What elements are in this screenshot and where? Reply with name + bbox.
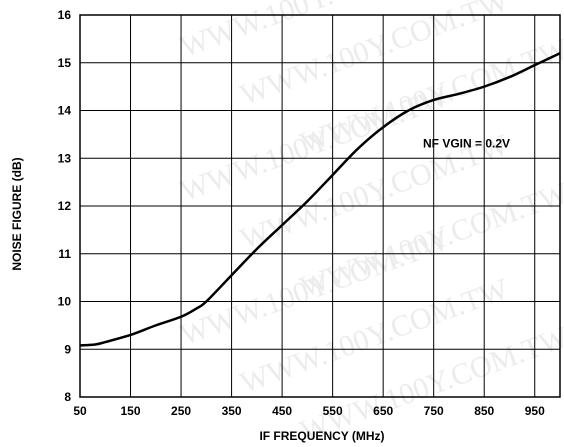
x-tick-label: 250 <box>171 404 191 418</box>
watermark-layer: WWW.100Y.COM.TWWWW.100Y.COM.TWWWW.100Y.C… <box>176 0 564 447</box>
y-tick-label: 14 <box>58 104 72 118</box>
series-annotation: NF VGIN = 0.2V <box>423 136 510 150</box>
y-tick-label: 9 <box>64 342 71 356</box>
grid-lines <box>80 15 560 397</box>
y-tick-label: 16 <box>58 8 72 22</box>
x-tick-label: 150 <box>121 404 141 418</box>
x-tick-labels: 50 150 250 350 450 550 650 750 850 950 <box>73 404 545 418</box>
y-tick-label: 15 <box>58 56 72 70</box>
plot-frame <box>79 14 561 398</box>
y-tick-label: 11 <box>58 247 71 261</box>
x-tick-label: 50 <box>73 404 87 418</box>
x-tick-label: 550 <box>323 404 343 418</box>
y-tick-label: 8 <box>64 390 71 404</box>
y-axis-label: NOISE FIGURE (dB) <box>10 157 24 270</box>
y-tick-label: 10 <box>58 295 72 309</box>
x-tick-label: 650 <box>373 404 393 418</box>
series-layer <box>79 52 561 347</box>
y-tick-label: 12 <box>58 199 72 213</box>
y-tick-labels: 8 9 10 11 12 13 14 15 16 <box>58 8 72 404</box>
x-tick-label: 850 <box>474 404 494 418</box>
x-tick-label: 750 <box>424 404 444 418</box>
x-axis-label: IF FREQUENCY (MHz) <box>259 429 384 443</box>
x-tick-label: 350 <box>222 404 242 418</box>
series-line <box>79 52 561 347</box>
x-tick-label: 950 <box>525 404 545 418</box>
x-tick-label: 450 <box>272 404 292 418</box>
y-tick-label: 13 <box>58 151 72 165</box>
